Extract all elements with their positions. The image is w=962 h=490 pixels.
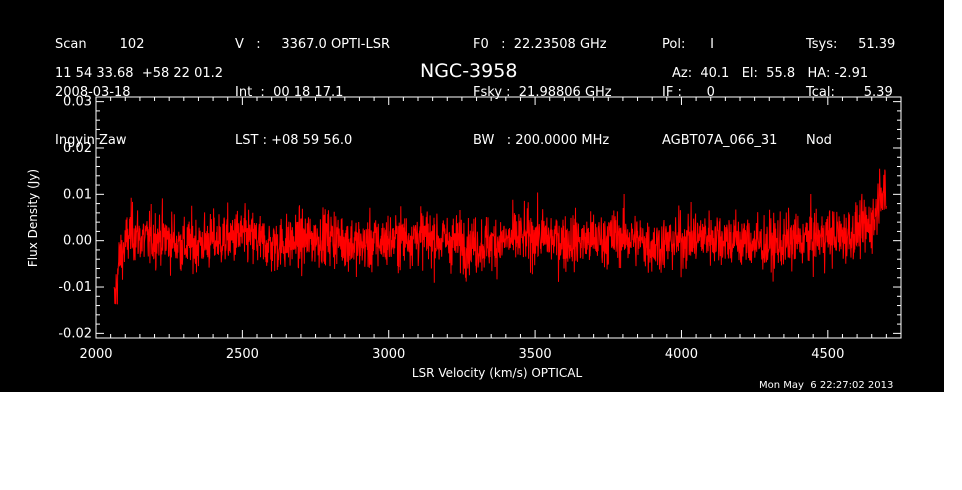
x-tick-label: 2000 xyxy=(79,347,112,362)
velocity-text: V : 3367.0 OPTI-LSR xyxy=(235,37,391,52)
procedure-text: Nod xyxy=(806,133,832,148)
plot-frame xyxy=(95,96,902,339)
trace-layer xyxy=(113,168,887,305)
header-col-scan: Scan 102 2008-03-18 Ingyin Zaw xyxy=(55,5,144,181)
axes-layer: 2000 2500 3000 3500 4000 4500 -0.02 -0.01 0.00 0.… xyxy=(58,95,902,362)
spectrum-chart: 2000 2500 3000 3500 4000 4500 -0.02 -0.01 0.00 0.… xyxy=(26,95,902,380)
tcal-text: Tcal: 5.39 xyxy=(806,85,893,100)
y-tick-label: -0.01 xyxy=(58,280,92,295)
tsys-text: Tsys: 51.39 xyxy=(806,37,896,52)
y-tick-label: 0.03 xyxy=(63,95,92,110)
x-tick-label: 4000 xyxy=(665,347,698,362)
project-text: AGBT07A_066_31 xyxy=(662,133,778,148)
header-col-frequency: F0 : 22.23508 GHz Fsky : 21.98806 GHz BW… xyxy=(473,5,612,181)
spectrum-trace xyxy=(113,168,887,305)
plot-panel: Scan 102 2008-03-18 Ingyin Zaw V : 3367.… xyxy=(0,0,944,392)
x-tick-label: 3000 xyxy=(372,347,405,362)
if-text: IF : 0 xyxy=(662,85,715,100)
header-col-tsys: Tsys: 51.39 Tcal: 5.39 Nod xyxy=(806,5,895,181)
y-tick-label: -0.02 xyxy=(58,326,92,341)
y-tick-label: 0.00 xyxy=(63,234,92,249)
y-axis-label: Flux Density (Jy) xyxy=(26,169,40,267)
date-text: 2008-03-18 xyxy=(55,85,131,100)
header-col-velocity: V : 3367.0 OPTI-LSR Int : 00 18 17.1 LST… xyxy=(235,5,390,181)
x-tick-label: 4500 xyxy=(811,347,844,362)
integration-text: Int : 00 18 17.1 xyxy=(235,85,344,100)
rest-freq-text: F0 : 22.23508 GHz xyxy=(473,37,607,52)
source-name: NGC-3958 xyxy=(420,60,518,82)
timestamp: Mon May 6 22:27:02 2013 xyxy=(759,380,894,391)
header-col-polarization: Pol: I IF : 0 AGBT07A_066_31 xyxy=(662,5,777,181)
observer-text: Ingyin Zaw xyxy=(55,133,127,148)
x-axis-label: LSR Velocity (km/s) OPTICAL xyxy=(412,366,583,380)
scan-text: Scan 102 xyxy=(55,37,145,52)
x-tick-label: 2500 xyxy=(226,347,259,362)
y-tick-label: 0.02 xyxy=(63,141,92,156)
pol-text: Pol: I xyxy=(662,37,714,52)
lst-text: LST : +08 59 56.0 xyxy=(235,133,353,148)
y-tick-label: 0.01 xyxy=(63,187,92,202)
x-tick-label: 3500 xyxy=(519,347,552,362)
source-coordinates: 11 54 33.68 +58 22 01.2 xyxy=(55,66,224,81)
sky-freq-text: Fsky : 21.98806 GHz xyxy=(473,85,612,100)
bandwidth-text: BW : 200.0000 MHz xyxy=(473,133,610,148)
az-el-ha: Az: 40.1 El: 55.8 HA: -2.91 xyxy=(672,66,869,81)
